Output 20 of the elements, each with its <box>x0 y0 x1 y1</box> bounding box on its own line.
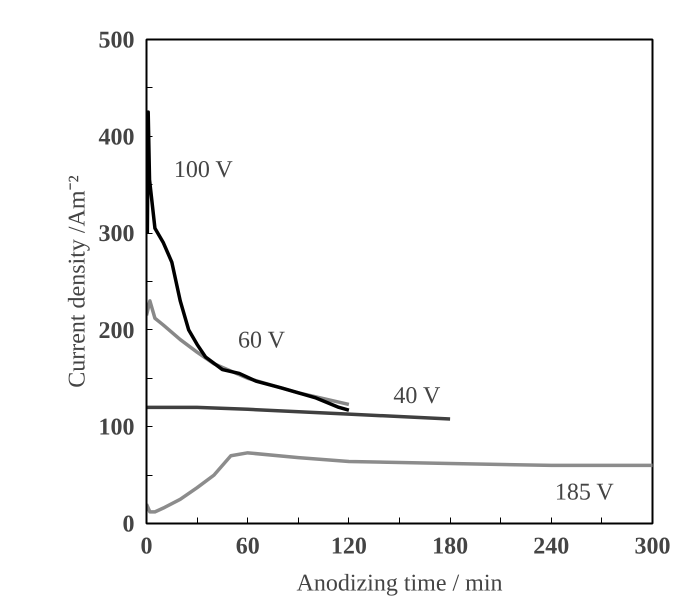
line-series <box>146 451 652 514</box>
x-tick-label: 0 <box>140 534 152 560</box>
x-tick-label: 180 <box>432 534 468 560</box>
y-tick-label: 100 <box>98 414 134 441</box>
x-axis-title: Anodizing time / min <box>296 570 502 596</box>
x-tick-label: 240 <box>533 534 570 560</box>
series-label: 100 V <box>174 156 234 183</box>
series-label: 40 V <box>393 382 441 409</box>
y-tick-label: 0 <box>122 512 134 538</box>
series-label: 60 V <box>238 327 286 354</box>
series-label: 185 V <box>554 479 614 506</box>
y-tick-label: 400 <box>98 124 134 150</box>
y-axis-title: Current density /Am⁻² <box>64 175 90 388</box>
x-tick-label: 60 <box>236 534 260 560</box>
y-tick-label: 500 <box>98 28 134 54</box>
line-series <box>146 406 452 421</box>
x-tick-label: 120 <box>330 534 367 560</box>
y-tick-label: 300 <box>98 221 134 248</box>
y-tick-label: 200 <box>98 318 134 344</box>
x-tick-label: 300 <box>634 534 670 560</box>
